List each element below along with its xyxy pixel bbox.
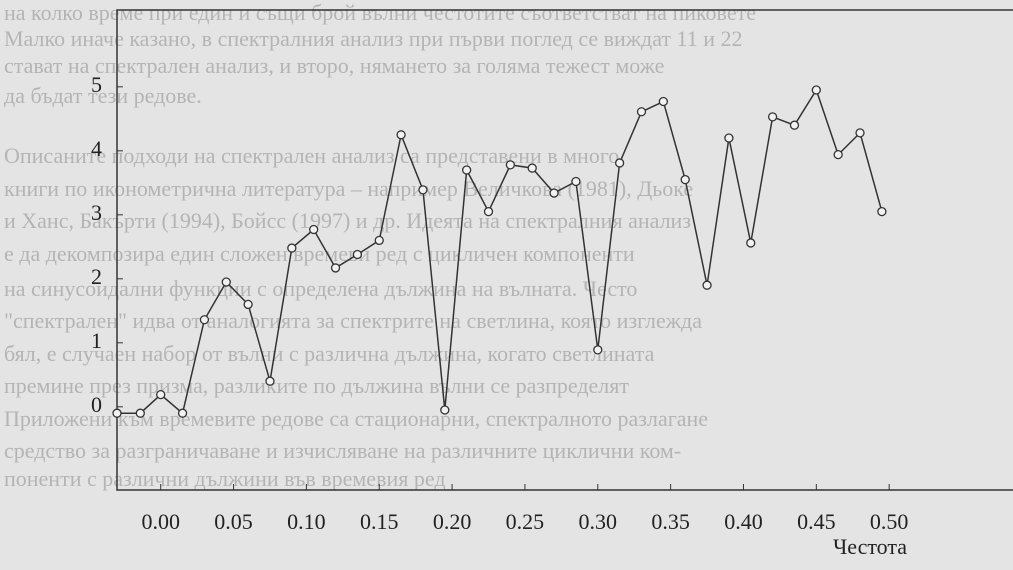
x-tick-label: 0.00 [141,509,180,534]
data-point [135,408,145,418]
data-point [330,263,341,273]
data-point [396,130,406,140]
data-point [221,277,231,287]
x-tick-label: 0.35 [651,509,690,534]
data-point [658,96,668,107]
data-point [243,299,253,310]
data-point [811,85,821,95]
background-line: Приложени към времевите редове са стацио… [4,406,708,431]
data-point [833,149,843,160]
data-point [855,128,865,138]
data-point [418,185,428,195]
x-tick-label: 0.50 [870,509,909,534]
data-point [177,408,188,418]
y-tick-label: 0 [91,392,102,417]
x-tick-label: 0.25 [506,509,545,534]
data-point [505,160,516,170]
x-tick-label: 0.45 [797,509,836,534]
background-line: стават на спектрален анализ, и второ, ня… [4,53,664,78]
data-point [549,188,559,198]
data-point [571,176,581,187]
y-tick-label: 2 [91,264,102,289]
data-point [702,280,712,290]
data-point [265,376,275,386]
data-point [156,389,166,400]
background-line: и Ханс, Бакърти (1994), Бойсс (1997) и д… [4,208,691,233]
background-line: книги по иконометрична литература – напр… [4,176,693,201]
background-line: "спектрален" идва от аналогията за спект… [4,308,702,333]
background-line: е да декомпозира един сложен времеви ред… [4,241,635,266]
y-tick-label: 5 [91,72,102,97]
data-point [309,224,319,235]
data-point [199,315,210,325]
y-tick-label: 3 [91,200,102,225]
background-line: средство за разграничаване и изчисляване… [4,438,681,463]
background-line: Малко иначе казано, в спектралния анализ… [4,26,743,51]
data-point [593,345,603,355]
background-line: на синусоидални функции с определена дъл… [4,276,637,301]
data-point [877,206,887,217]
x-tick-label: 0.10 [287,509,326,534]
data-point [724,133,734,143]
plot-frame [116,9,1013,491]
background-line: премине през призма, разликите по дължин… [4,373,629,398]
background-text: на колко време при един и същи брой вълн… [4,0,756,491]
x-tick-label: 0.20 [433,509,472,534]
data-point [636,107,647,117]
data-point [374,235,384,246]
x-tick-label: 0.05 [214,509,253,534]
x-axis-label: Честота [833,534,907,559]
data-point [527,163,537,173]
data-point [440,405,450,415]
background-line: Описаните подходи на спектрален анализ с… [4,143,619,168]
background-line: поненти с различни дължини във времевия … [4,466,446,491]
data-point [483,206,494,217]
x-tick-label: 0.40 [724,509,763,534]
data-point [614,158,625,168]
data-point [462,165,472,175]
data-point [352,249,363,260]
y-tick-label: 1 [91,328,102,353]
data-point [767,112,778,122]
background-line: бял, е случаен набор от вълни с различна… [4,341,655,366]
data-point [287,243,297,253]
data-point [746,238,756,248]
data-point [112,408,122,418]
data-point [789,120,800,130]
x-tick-label: 0.30 [579,509,618,534]
data-line [117,88,883,415]
background-line: на колко време при един и същи брой вълн… [4,0,756,25]
background-line: да бъдат тези редове. [4,83,202,108]
y-tick-label: 4 [91,136,102,161]
data-point [680,174,690,185]
x-tick-label: 0.15 [360,509,399,534]
